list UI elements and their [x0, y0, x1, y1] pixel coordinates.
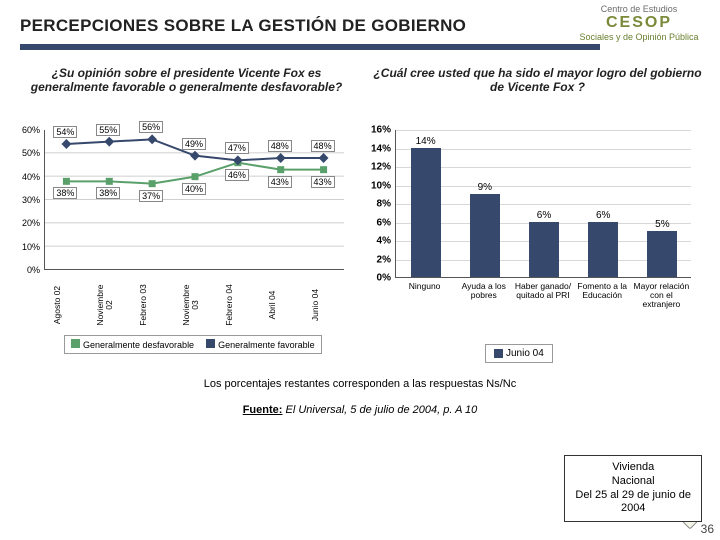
legend-item-desfavorable: Generalmente desfavorable — [71, 339, 194, 350]
footnote: Los porcentajes restantes corresponden a… — [0, 378, 720, 390]
bar — [588, 222, 618, 278]
legend-item-favorable: Generalmente favorable — [206, 339, 315, 350]
line-chart: 0%10%20%30%40%50%60% Agosto 02Noviembre … — [14, 130, 354, 330]
page-number: 36 — [701, 522, 714, 536]
bar — [529, 222, 559, 278]
bar — [411, 148, 441, 278]
bar-chart-legend: Junio 04 — [485, 344, 553, 363]
header-rule — [20, 44, 600, 50]
left-question: ¿Su opinión sobre el presidente Vicente … — [14, 64, 359, 126]
bar-chart-plot: 14%9%6%6%5% — [395, 130, 691, 278]
source-line: Fuente: El Universal, 5 de julio de 2004… — [0, 404, 720, 416]
right-column: ¿Cuál cree usted que ha sido el mayor lo… — [365, 64, 710, 330]
content: ¿Su opinión sobre el presidente Vicente … — [0, 58, 720, 330]
bar — [470, 194, 500, 277]
line-chart-legend: Generalmente desfavorable Generalmente f… — [64, 335, 322, 354]
left-column: ¿Su opinión sobre el presidente Vicente … — [14, 64, 359, 330]
line-chart-plot — [44, 130, 344, 270]
right-question: ¿Cuál cree usted que ha sido el mayor lo… — [365, 64, 710, 126]
bar — [647, 231, 677, 277]
info-box: Vivienda Nacional Del 25 al 29 de junio … — [564, 455, 702, 522]
header: PERCEPCIONES SOBRE LA GESTIÓN DE GOBIERN… — [0, 0, 720, 58]
bar-chart: 14%9%6%6%5% 0%2%4%6%8%10%12%14%16% Ningu… — [365, 130, 695, 330]
line-chart-svg — [45, 130, 345, 270]
logo: Centro de Estudios CESOP Sociales y de O… — [564, 4, 714, 42]
